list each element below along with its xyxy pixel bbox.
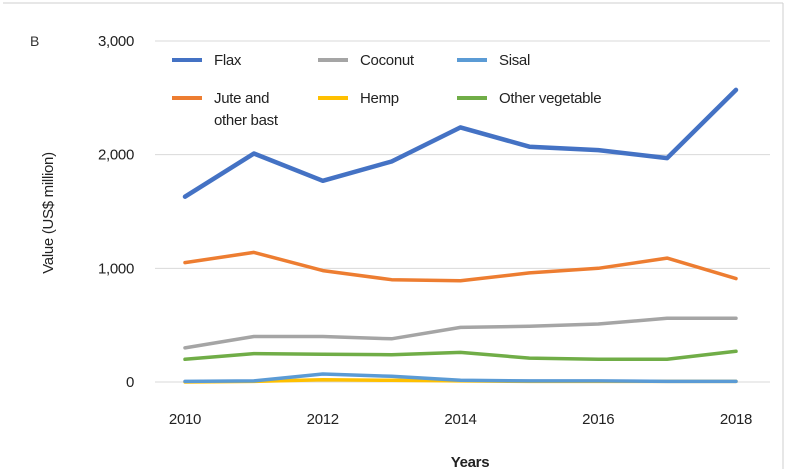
series-lines <box>182 87 739 384</box>
x-axis-title: Years <box>451 454 490 469</box>
x-tick-label: 2016 <box>582 411 614 428</box>
y-tick-label: 1,000 <box>98 260 134 277</box>
series-line-coconut <box>183 316 738 350</box>
series-line-flax <box>182 87 739 199</box>
legend: Flax Coconut Sisal Jute and other bast Hemp Ot… <box>172 52 602 129</box>
legend-label-other-vegetable: Other vegetable <box>499 90 601 107</box>
x-tick-label: 2012 <box>307 411 339 428</box>
y-tick-label: 3,000 <box>98 33 134 50</box>
y-axis-ticks: 0 1,000 2,000 3,000 <box>98 33 134 391</box>
legend-label-coconut: Coconut <box>360 52 415 69</box>
legend-label-flax: Flax <box>214 52 242 69</box>
legend-label-jute-and: Jute and other bast <box>214 90 279 129</box>
y-axis-title: Value (US$ million) <box>40 152 57 274</box>
x-tick-label: 2018 <box>720 411 752 428</box>
x-axis-ticks: 2010 2012 2014 2016 2018 <box>169 411 752 428</box>
y-tick-label: 2,000 <box>98 147 134 164</box>
legend-label-sisal: Sisal <box>499 52 530 69</box>
legend-label-hemp: Hemp <box>360 90 399 107</box>
series-line-sisal <box>183 372 738 384</box>
y-tick-label: 0 <box>126 374 134 391</box>
series-line-other-vegetable <box>183 349 738 362</box>
x-tick-label: 2014 <box>444 411 476 428</box>
series-line-jute-and <box>183 250 738 283</box>
panel-label: B <box>30 33 39 49</box>
x-tick-label: 2010 <box>169 411 201 428</box>
